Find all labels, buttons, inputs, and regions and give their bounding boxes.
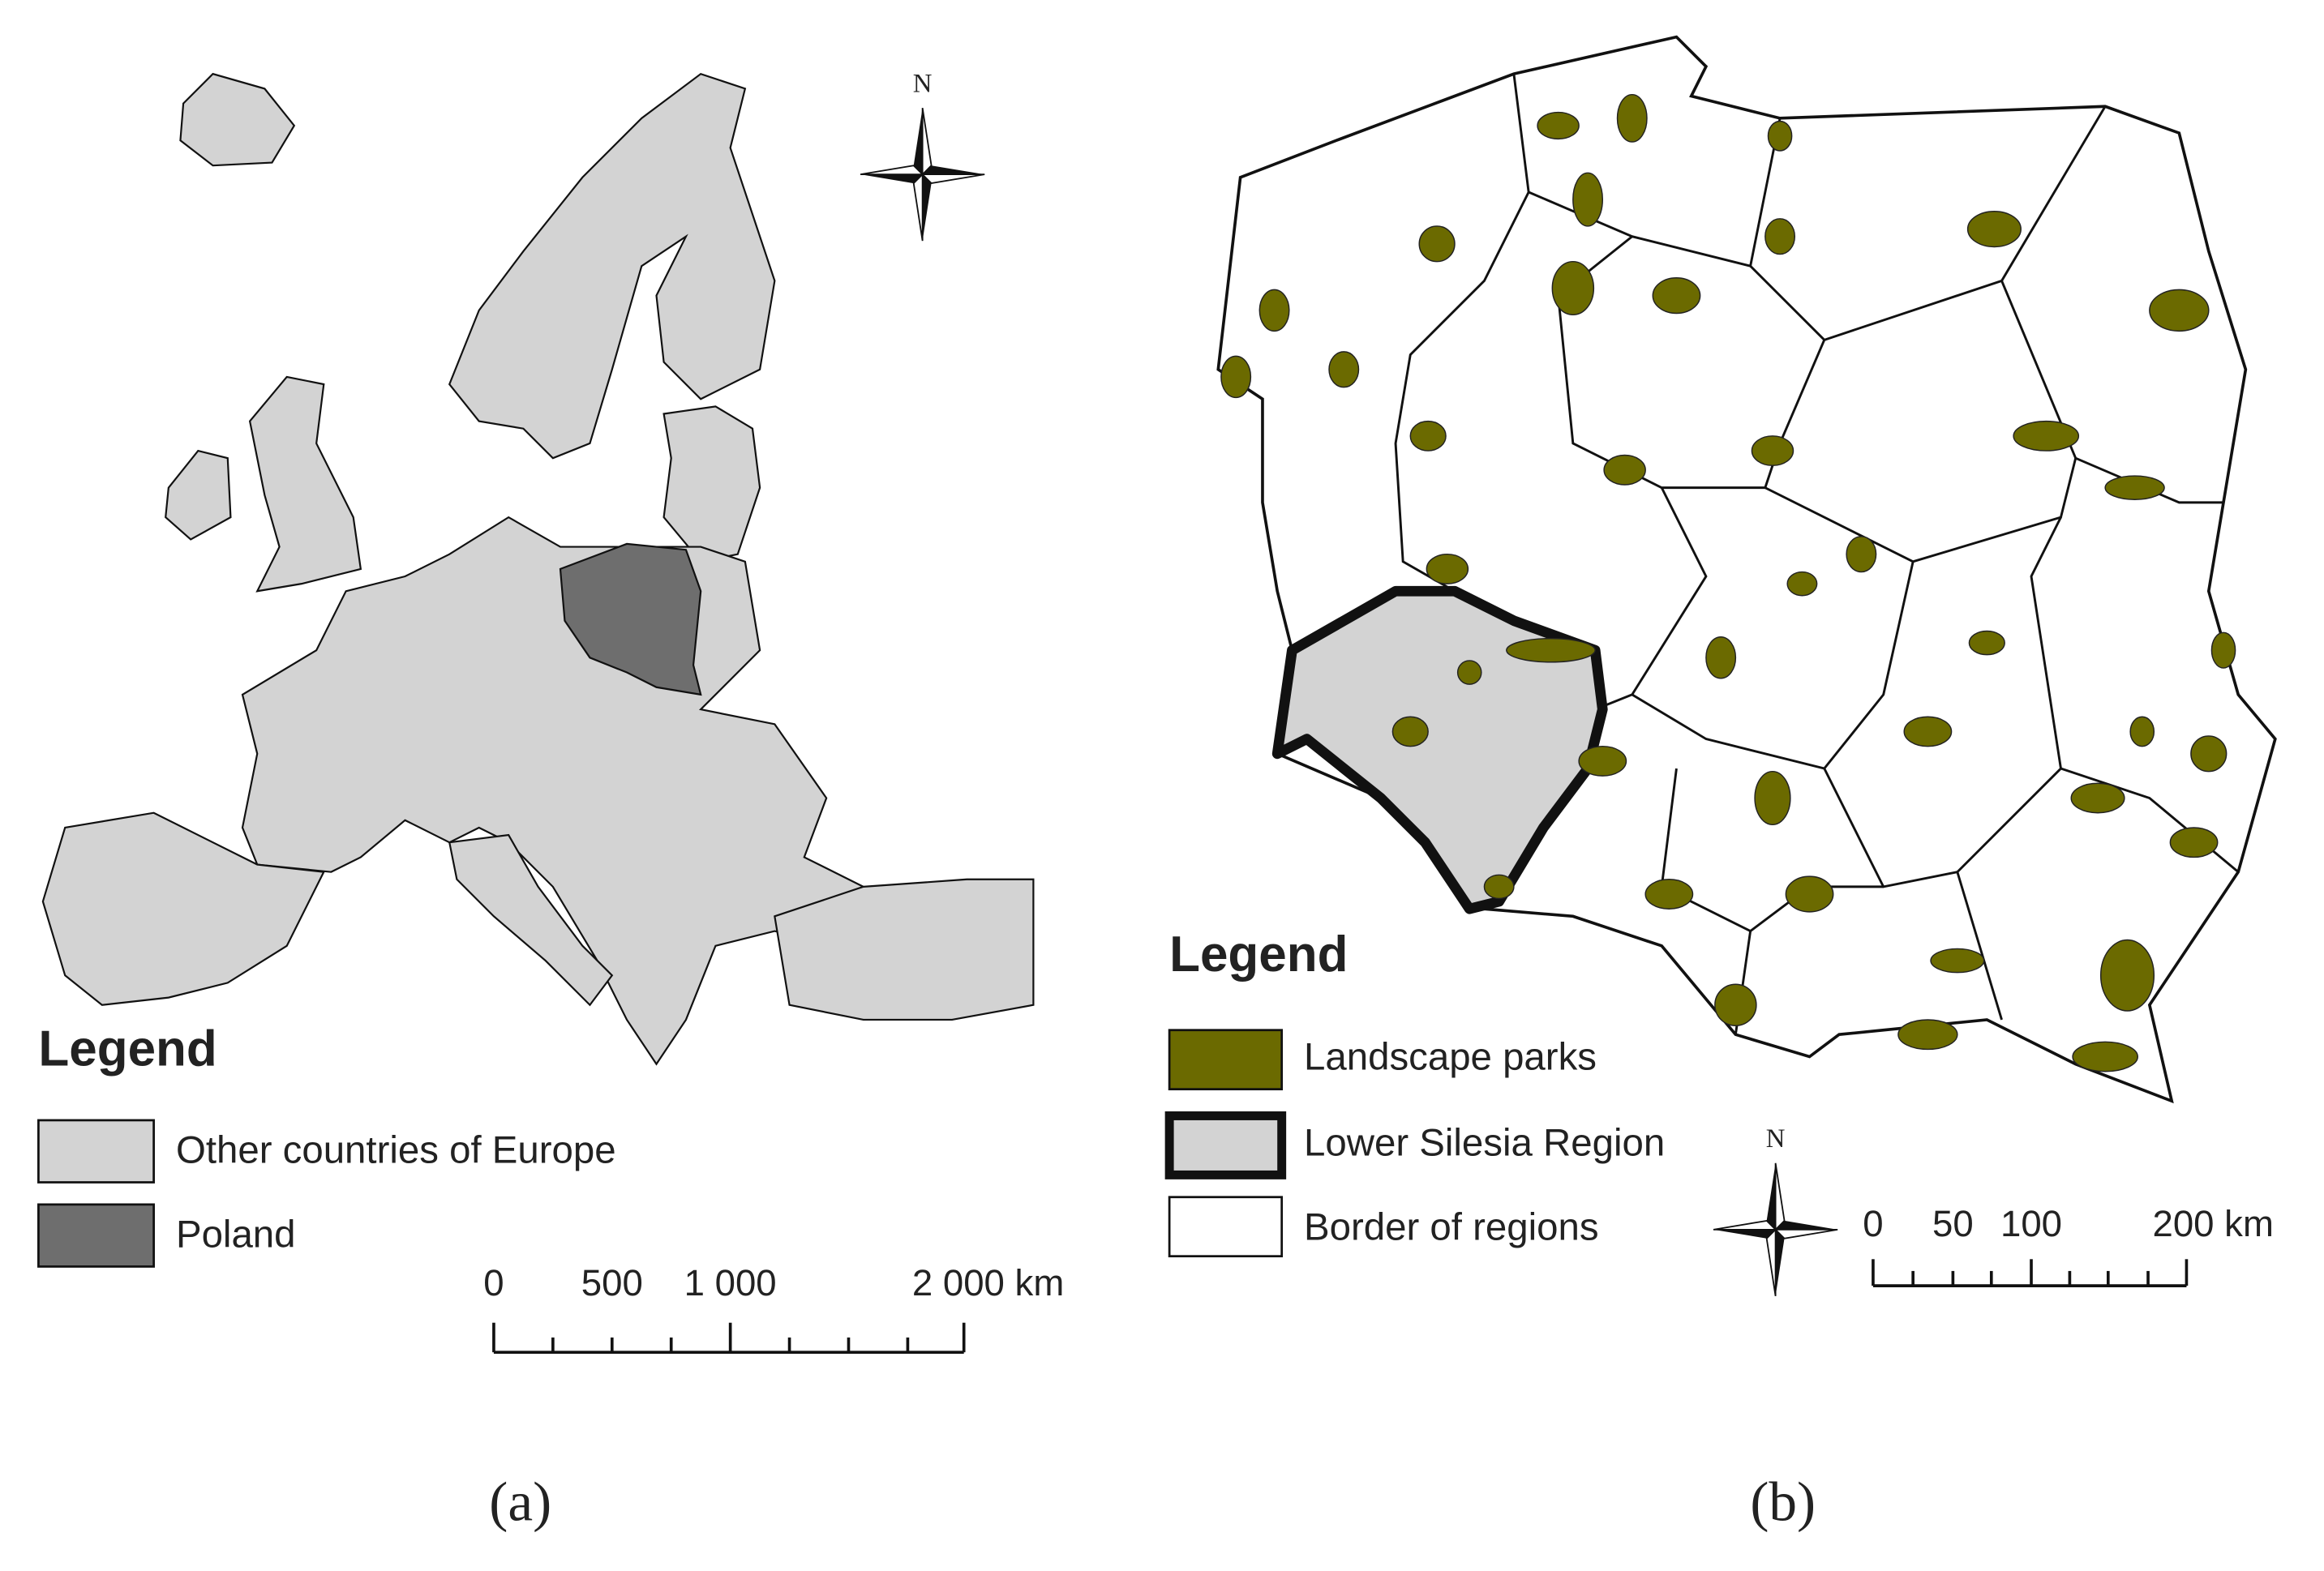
great-britain: [248, 375, 362, 593]
north-arrow: [1713, 1162, 1839, 1297]
scale-label: 50: [1932, 1203, 1974, 1244]
north-label: N: [913, 69, 933, 98]
region-border: [1594, 486, 1708, 711]
legend-swatch: [1168, 1029, 1284, 1091]
scale-label: 0: [1863, 1203, 1883, 1244]
legend-title: Legend: [1169, 927, 1348, 982]
caption: (a): [489, 1470, 551, 1532]
region-border: [1764, 339, 2077, 563]
scale-label: 0: [483, 1262, 504, 1303]
turkey: [774, 878, 1035, 1021]
continent: [241, 516, 865, 1066]
scale-label: 100: [2000, 1203, 2062, 1244]
iberia: [41, 811, 325, 1006]
legend-label: Landscape parks: [1304, 1036, 1597, 1079]
landscape-parks: [1220, 93, 2236, 1072]
ireland: [165, 449, 232, 541]
italy: [448, 833, 614, 1007]
legend-label: Border of regions: [1304, 1205, 1599, 1248]
poland-outline: [1216, 35, 2277, 1104]
scale-label: 2 000 km: [912, 1262, 1064, 1303]
iceland: [179, 72, 296, 167]
legend-title: Legend: [38, 1021, 217, 1077]
legend-swatch: [1164, 1111, 1287, 1179]
legend-label: Lower Silesia Region: [1304, 1121, 1665, 1164]
scale-label: 500: [581, 1262, 643, 1303]
legend-swatch: [1168, 1196, 1284, 1258]
legend-swatch: [37, 1119, 155, 1184]
legend-label: Poland: [176, 1213, 296, 1256]
poland-map: [1216, 35, 2277, 1104]
legend-swatch: [37, 1203, 155, 1268]
baltics: [662, 405, 761, 563]
legend-label: Other countries of Europe: [176, 1129, 616, 1172]
caption: (b): [1750, 1470, 1816, 1532]
scale-bar: [1872, 1259, 2189, 1287]
scandinavia: [448, 72, 776, 460]
region-border: [1749, 105, 2107, 341]
scale-bar: [492, 1322, 966, 1354]
scale-label: 1 000: [684, 1262, 777, 1303]
europe-map: [41, 72, 1035, 1066]
north-arrow: [860, 107, 986, 242]
north-label: N: [1766, 1124, 1786, 1154]
region-border: [1956, 871, 2003, 1021]
region-border: [1823, 516, 2063, 888]
scale-label: 200 km: [2153, 1203, 2274, 1244]
poland: [559, 542, 702, 696]
